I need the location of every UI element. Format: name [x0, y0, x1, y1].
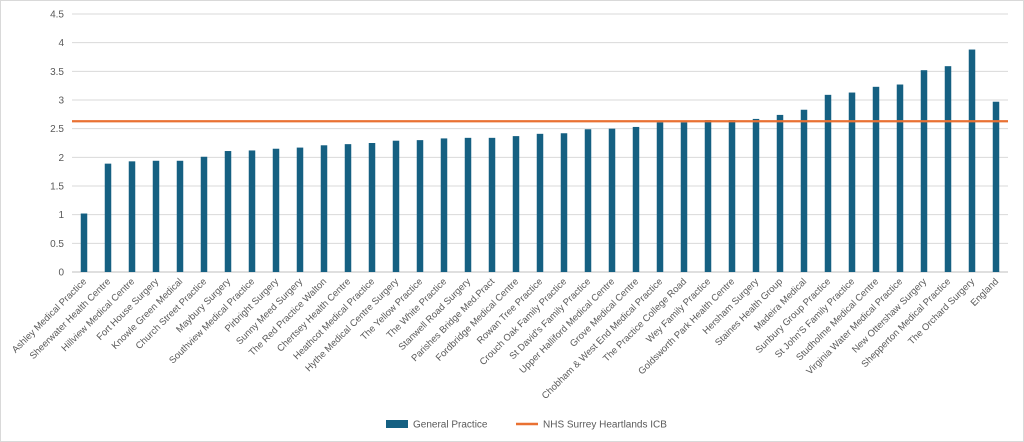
bar	[80, 213, 88, 272]
bar	[968, 49, 976, 273]
bar	[584, 129, 592, 272]
bar	[920, 70, 928, 272]
y-tick-label: 4.5	[50, 10, 64, 21]
bar	[872, 86, 880, 273]
bar	[224, 151, 232, 272]
y-tick-label: 2.5	[50, 124, 64, 135]
bar	[128, 161, 136, 272]
bar	[608, 128, 616, 272]
y-tick-label: 0.5	[50, 239, 64, 250]
bar	[488, 137, 496, 272]
bar	[752, 118, 760, 272]
bar	[200, 156, 208, 272]
legend-label-general-practice: General Practice	[413, 420, 488, 431]
bar	[176, 160, 184, 272]
bar	[464, 137, 472, 272]
bar	[368, 143, 376, 272]
bar	[344, 144, 352, 272]
bar	[728, 120, 736, 272]
y-tick-label: 1	[58, 210, 64, 221]
bar	[824, 94, 832, 272]
bar	[320, 145, 328, 272]
bar	[296, 147, 304, 272]
bar	[704, 120, 712, 272]
bar	[848, 92, 856, 273]
bar	[560, 133, 568, 272]
y-tick-label: 3	[58, 96, 64, 107]
legend-label-icb: NHS Surrey Heartlands ICB	[543, 420, 667, 431]
bar	[512, 136, 520, 272]
bar	[944, 66, 952, 272]
y-tick-label: 3.5	[50, 67, 64, 78]
bar	[416, 140, 424, 272]
bar	[536, 133, 544, 272]
bar	[896, 84, 904, 273]
bar	[248, 150, 256, 272]
legend-swatch-general-practice	[386, 420, 408, 428]
bar	[632, 126, 640, 273]
bar	[104, 163, 112, 272]
bar	[992, 101, 1000, 272]
bar	[776, 114, 784, 272]
legend: General Practice NHS Surrey Heartlands IC…	[386, 420, 667, 431]
y-tick-label: 4	[58, 38, 64, 49]
y-tick-label: 2	[58, 153, 64, 164]
y-tick-label: 1.5	[50, 182, 64, 193]
y-axis-ticks: 0 0.5 1 1.5 2 2.5 3 3.5 4 4.5	[50, 10, 64, 279]
bar	[272, 148, 280, 272]
bar	[800, 109, 808, 272]
bar	[392, 140, 400, 272]
bar	[656, 122, 664, 272]
bars	[80, 49, 1000, 273]
bar	[152, 160, 160, 272]
bar	[680, 122, 688, 272]
y-tick-label: 0	[58, 268, 64, 279]
bar	[440, 138, 448, 272]
